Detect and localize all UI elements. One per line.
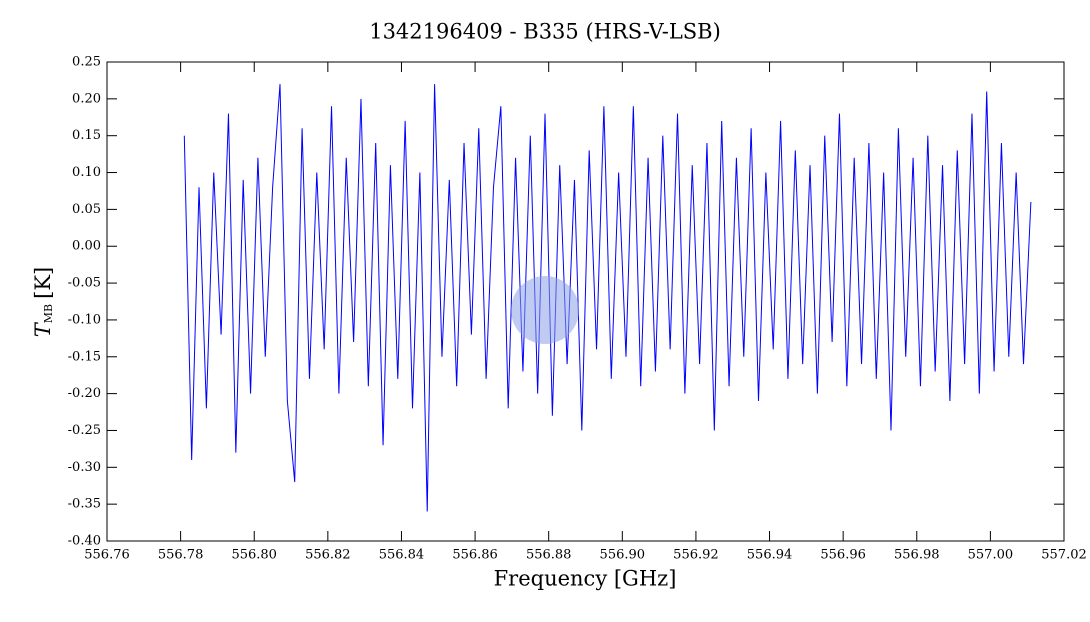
x-tick-label: 556.76 xyxy=(84,548,130,563)
y-tick-label: 0.15 xyxy=(72,128,101,143)
x-tick-label: 556.86 xyxy=(452,548,498,563)
x-tick-label: 556.94 xyxy=(747,548,793,563)
y-label-main: T xyxy=(31,321,55,337)
y-tick-label: 0.05 xyxy=(72,202,101,217)
y-label-sub: MB xyxy=(42,304,55,323)
x-axis-label: Frequency [GHz] xyxy=(494,567,677,591)
y-axis-label: TMB [K] xyxy=(31,267,56,337)
x-tick-label: 556.96 xyxy=(820,548,866,563)
y-tick-label: -0.10 xyxy=(68,312,101,327)
y-tick-label: 0.00 xyxy=(72,239,101,254)
chart-title: 1342196409 - B335 (HRS-V-LSB) xyxy=(369,20,721,44)
y-tick-label: 0.10 xyxy=(72,165,101,180)
y-tick-label: -0.35 xyxy=(68,497,101,512)
x-tick-label: 556.82 xyxy=(305,548,351,563)
y-tick-label: -0.15 xyxy=(68,349,101,364)
y-tick-label: 0.25 xyxy=(72,55,101,70)
y-label-unit: [K] xyxy=(31,267,55,299)
x-tick-label: 556.90 xyxy=(600,548,646,563)
y-tick-label: -0.05 xyxy=(68,276,101,291)
x-tick-label: 556.80 xyxy=(231,548,277,563)
x-tick-label: 556.98 xyxy=(894,548,940,563)
x-tick-label: 556.84 xyxy=(379,548,425,563)
y-tick-label: -0.20 xyxy=(68,386,101,401)
y-tick-label: -0.25 xyxy=(68,423,101,438)
spectrum-line xyxy=(183,84,1032,512)
y-tick-label: -0.30 xyxy=(68,460,101,475)
x-tick-label: 557.02 xyxy=(1041,548,1087,563)
plot-frame xyxy=(106,61,1065,542)
x-tick-label: 556.88 xyxy=(526,548,572,563)
y-tick-label: -0.40 xyxy=(68,534,101,549)
x-tick-label: 556.92 xyxy=(673,548,719,563)
x-tick-label: 557.00 xyxy=(968,548,1014,563)
y-axis-label-text: TMB [K] xyxy=(31,267,56,337)
y-tick-label: 0.20 xyxy=(72,91,101,106)
x-tick-label: 556.78 xyxy=(158,548,204,563)
cursor-highlight xyxy=(511,276,579,344)
